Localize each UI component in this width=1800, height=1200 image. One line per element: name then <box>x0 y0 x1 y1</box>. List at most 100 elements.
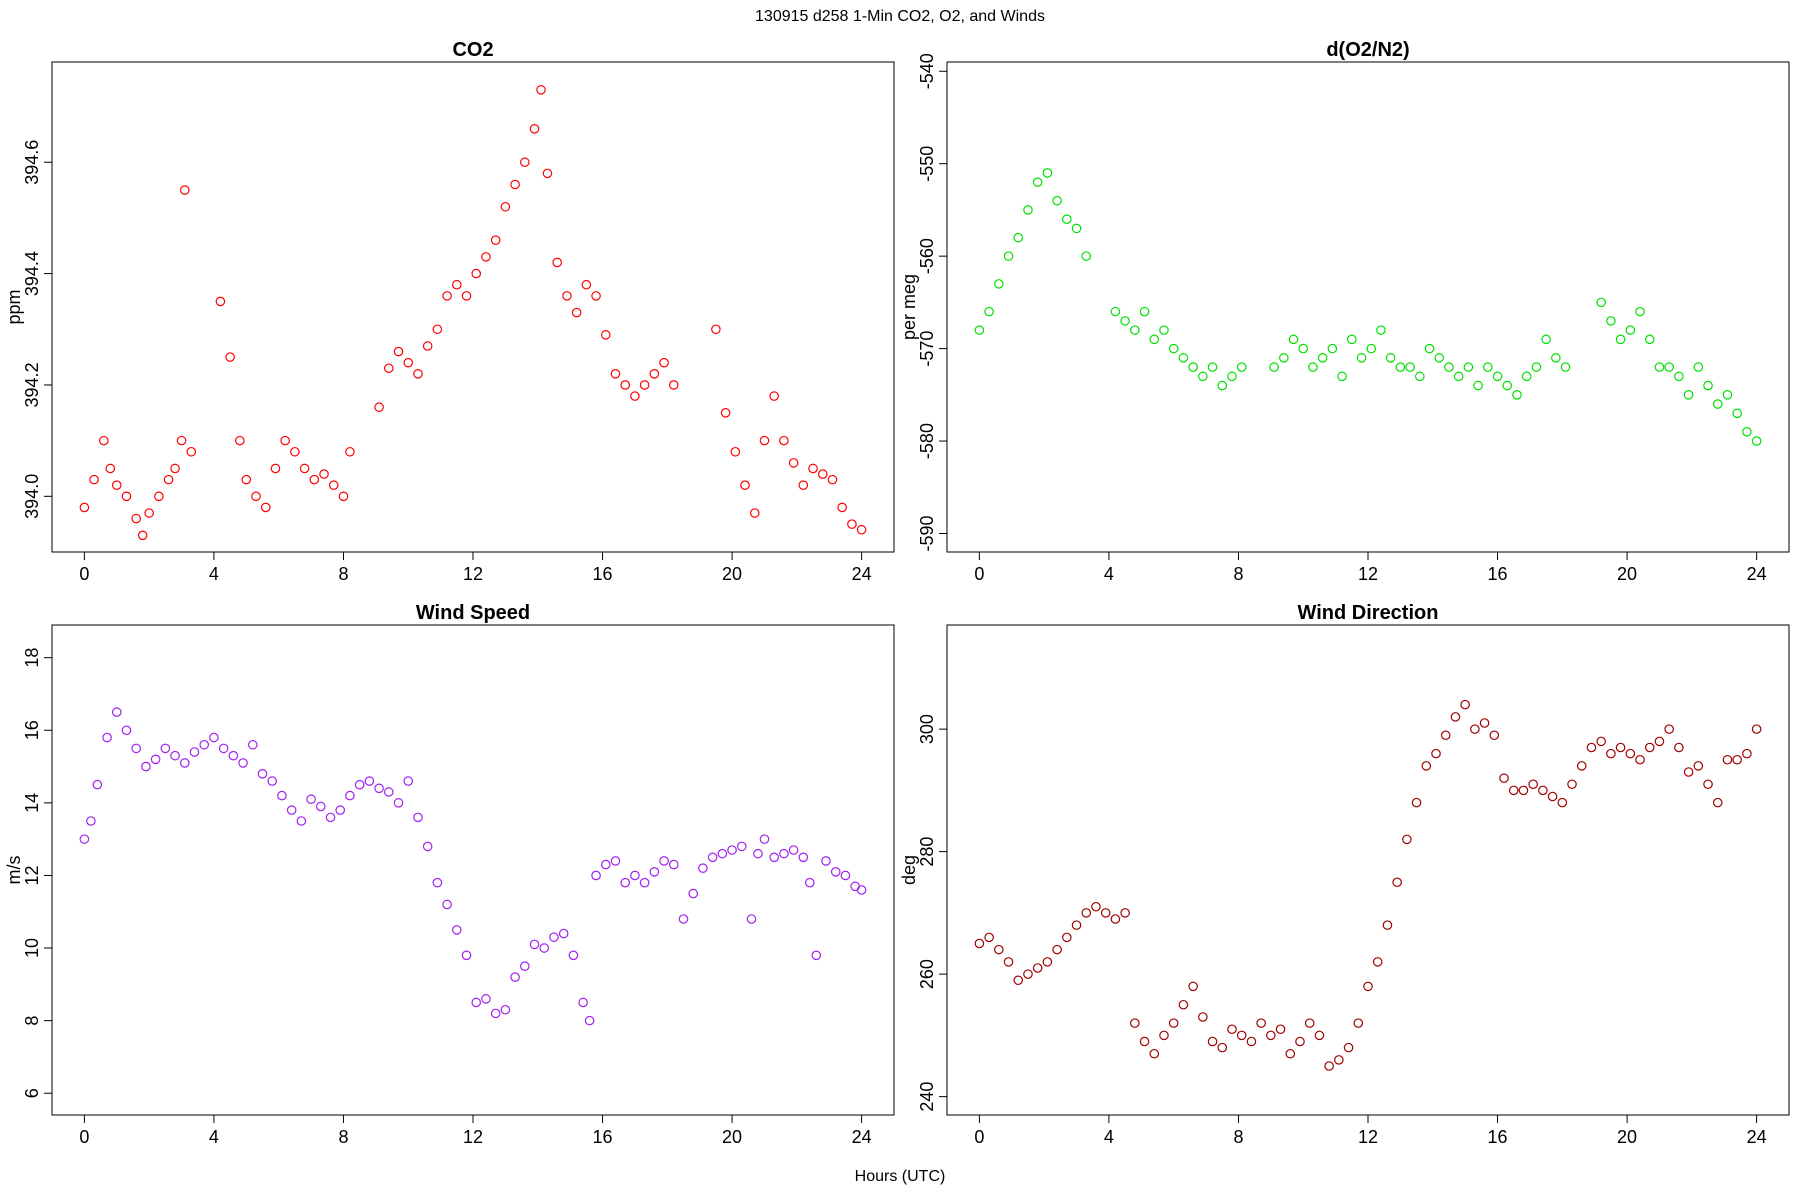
wind-direction-data-point <box>1168 1018 1179 1028</box>
wind-speed-data-point <box>452 925 462 935</box>
o2n2-data-point <box>1159 325 1169 335</box>
wind-direction-data-point <box>1071 920 1082 930</box>
co2-data-point <box>105 463 116 474</box>
co2-data-point <box>749 508 760 518</box>
panel-co2: CO2 ppm 0 4 8 12 16 20 24 394.0 394.2 394.4 394.6 <box>4 39 895 584</box>
o2n2-data-point <box>1337 371 1347 382</box>
wind-speed-data-point <box>131 743 141 754</box>
wind-speed-data-point <box>821 856 831 866</box>
o2n2-data-point <box>1269 362 1279 372</box>
co2-data-point <box>520 157 530 168</box>
co2-data-point <box>393 346 404 357</box>
co2-data-point <box>711 324 721 335</box>
wind-speed-data-point <box>779 848 789 859</box>
wind-speed-data-point <box>461 950 472 961</box>
o2n2-x-tick-label: 24 <box>1747 564 1767 584</box>
co2-x-tick-label: 12 <box>463 564 483 584</box>
o2n2-data-point <box>1742 427 1752 437</box>
wind-direction-data-point <box>1712 797 1723 808</box>
o2n2-data-point <box>1492 371 1503 382</box>
co2-data-point <box>270 463 281 474</box>
wind-speed-data-point <box>199 739 210 750</box>
wind-direction-data-point <box>1567 779 1577 790</box>
wind-speed-x-tick-label: 8 <box>338 1127 348 1147</box>
wind-speed-data-point <box>500 1004 511 1015</box>
wind-speed-y-tick-label: 12 <box>22 865 42 885</box>
o2n2-data-point <box>984 306 994 317</box>
co2-plot-frame <box>51 61 895 553</box>
wind-speed-data-point <box>753 848 763 859</box>
wind-direction-data-point <box>1110 914 1121 924</box>
co2-data-point <box>610 369 621 379</box>
panel-wind-speed: Wind Speed m/s 0 4 8 12 16 20 24 6 8 10 12 14 16 18 <box>4 602 895 1147</box>
o2n2-data-point <box>1081 251 1092 261</box>
o2n2-data-point <box>1625 325 1636 335</box>
o2n2-data-point <box>1385 353 1396 363</box>
wind-speed-data-point <box>788 845 799 855</box>
wind-speed-data-point <box>736 841 747 852</box>
co2-data-point <box>798 480 809 490</box>
wind-direction-data-point <box>1120 908 1130 918</box>
o2n2-data-point <box>1288 334 1299 345</box>
wind-speed-data-point <box>277 790 287 801</box>
wind-direction-data-point <box>1382 920 1393 930</box>
wind-speed-data-point <box>257 769 268 779</box>
wind-direction-data-point <box>1586 742 1597 753</box>
o2n2-data-point <box>1149 334 1160 345</box>
o2n2-data-point <box>1644 334 1655 345</box>
wind-speed-x-tick-label: 0 <box>79 1127 89 1147</box>
co2-data-point <box>280 435 290 446</box>
co2-data-point <box>309 474 320 485</box>
co2-data-point <box>536 85 546 95</box>
wind-direction-data-point <box>1625 748 1636 759</box>
wind-direction-data-point <box>1013 975 1024 986</box>
wind-direction-data-point <box>1139 1036 1150 1047</box>
wind-direction-data-point <box>1518 785 1529 796</box>
co2-data-point <box>121 491 132 502</box>
co2-data-point <box>740 480 750 490</box>
o2n2-x-tick-label: 16 <box>1488 564 1508 584</box>
wind-direction-title: Wind Direction <box>1298 602 1439 624</box>
co2-data-point <box>571 307 582 318</box>
wind-direction-data-point <box>974 938 985 949</box>
o2n2-data-point <box>1217 380 1228 391</box>
wind-speed-data-point <box>442 899 452 910</box>
co2-data-point <box>591 291 601 301</box>
o2n2-data-point <box>1032 177 1043 187</box>
wind-speed-data-point <box>578 997 588 1008</box>
wind-direction-data-point <box>1343 1042 1354 1053</box>
co2-data-point <box>808 463 818 474</box>
wind-speed-x-tick-label: 24 <box>852 1127 872 1147</box>
co2-data-point <box>374 402 384 413</box>
wind-speed-data-point <box>286 805 297 815</box>
o2n2-data-point <box>1198 371 1208 382</box>
co2-x-tick-label: 24 <box>852 564 872 584</box>
wind-direction-data-point <box>1159 1030 1169 1041</box>
wind-speed-data-point <box>228 750 239 761</box>
co2-data-point <box>328 480 339 490</box>
wind-speed-data-point <box>746 914 757 924</box>
wind-direction-data-point <box>1217 1042 1228 1053</box>
wind-direction-data-point <box>1402 834 1412 845</box>
wind-speed-data-point <box>218 743 229 754</box>
wind-speed-data-point <box>335 805 346 815</box>
wind-speed-data-point <box>471 997 482 1008</box>
panel-wind-direction: Wind Direction deg 0 4 8 12 16 20 24 240 260 280 300 <box>899 602 1790 1147</box>
wind-speed-data-point <box>141 761 151 772</box>
wind-direction-data-point <box>1576 761 1587 771</box>
wind-speed-data-point <box>121 725 132 736</box>
co2-y-tick-label: 394.6 <box>22 140 42 185</box>
wind-speed-data-point <box>92 779 103 790</box>
co2-data-point <box>581 279 592 290</box>
wind-speed-data-point <box>247 739 258 750</box>
o2n2-data-point <box>1013 232 1024 243</box>
wind-speed-data-point <box>102 732 112 743</box>
wind-speed-data-point <box>354 779 365 790</box>
o2n2-data-point <box>1227 371 1237 382</box>
wind-speed-data-point <box>86 816 96 826</box>
wind-direction-data-point <box>1353 1018 1364 1028</box>
o2n2-data-point <box>1120 316 1130 326</box>
wind-direction-data-point <box>1751 724 1762 734</box>
wind-direction-data-point <box>1003 957 1014 967</box>
